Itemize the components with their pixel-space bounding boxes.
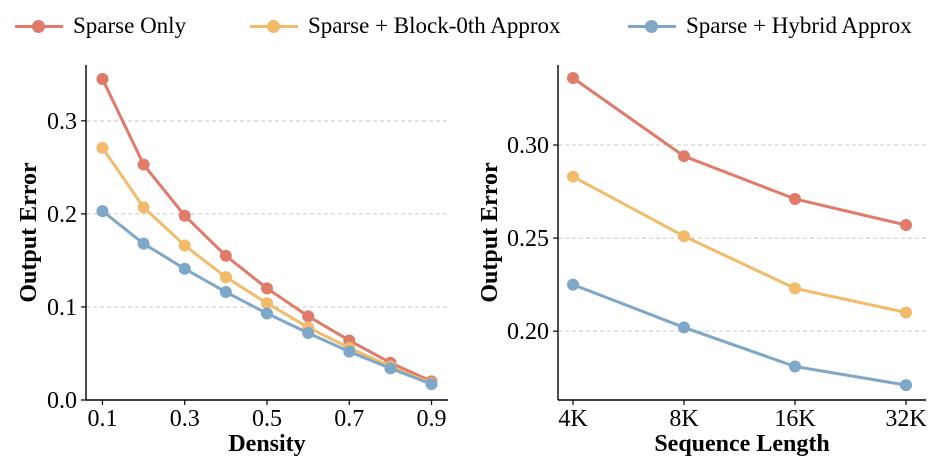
- data-point: [302, 310, 315, 323]
- data-point: [302, 327, 315, 339]
- y-tick-label: 0.2: [47, 202, 77, 228]
- x-tick-label: 8K: [669, 406, 699, 432]
- data-point: [900, 306, 912, 319]
- x-axis-label: Density: [228, 431, 305, 457]
- legend-label-sparse-only: Sparse Only: [73, 13, 187, 38]
- data-point: [219, 271, 232, 284]
- x-tick-label: 16K: [774, 406, 816, 432]
- x-tick-label: 0.7: [334, 406, 364, 432]
- data-point: [678, 321, 690, 334]
- legend-label-block-0th: Sparse + Block-0th Approx: [308, 13, 561, 38]
- y-tick-label: 0.3: [47, 109, 77, 135]
- legend-label-hybrid: Sparse + Hybrid Approx: [686, 13, 912, 38]
- y-tick-label: 0.20: [507, 319, 549, 345]
- data-point: [137, 201, 150, 214]
- data-point: [678, 150, 690, 163]
- y-tick-label: 0.0: [47, 388, 77, 414]
- data-point: [219, 249, 232, 262]
- data-point: [384, 362, 397, 375]
- data-point: [178, 239, 191, 252]
- x-tick-label: 0.9: [417, 406, 447, 432]
- data-point: [678, 230, 690, 243]
- x-tick-label: 32K: [885, 406, 927, 432]
- y-tick-label: 0.30: [507, 133, 549, 159]
- legend-item-sparse-only: Sparse Only: [15, 8, 186, 44]
- x-tick-label: 4K: [558, 406, 588, 432]
- data-point: [137, 158, 150, 171]
- x-tick-label: 0.3: [170, 406, 200, 432]
- legend-item-block-0th: Sparse + Block-0th Approx: [250, 8, 561, 44]
- series-line: [572, 283, 907, 387]
- series-line: [572, 76, 907, 227]
- data-point: [789, 282, 801, 295]
- data-point: [178, 262, 191, 275]
- x-tick-label: 0.1: [87, 406, 117, 432]
- data-point: [96, 72, 109, 85]
- y-axis-label: Output Error: [477, 162, 503, 303]
- y-tick-label: 0.25: [507, 226, 549, 252]
- data-point: [567, 170, 579, 183]
- y-axis-label: Output Error: [16, 162, 42, 303]
- legend-swatch-hybrid: [628, 19, 676, 33]
- series-line: [572, 175, 907, 314]
- data-point: [219, 286, 232, 299]
- data-point: [96, 205, 109, 218]
- data-point: [261, 282, 273, 295]
- data-point: [900, 219, 912, 232]
- data-point: [261, 307, 273, 320]
- data-point: [425, 378, 438, 391]
- data-point: [261, 297, 273, 310]
- data-point: [96, 141, 109, 154]
- x-axis-label: Sequence Length: [654, 431, 829, 457]
- legend: Sparse Only Sparse + Block-0th Approx Sp…: [0, 8, 947, 44]
- data-point: [567, 278, 579, 291]
- data-point: [178, 209, 191, 222]
- data-point: [789, 193, 801, 205]
- data-point: [789, 360, 801, 373]
- legend-swatch-block-0th: [250, 19, 298, 33]
- data-point: [567, 72, 579, 85]
- x-tick-label: 0.5: [252, 406, 282, 432]
- legend-item-hybrid: Sparse + Hybrid Approx: [628, 8, 912, 44]
- data-point: [137, 237, 150, 250]
- legend-swatch-sparse-only: [15, 19, 63, 33]
- data-point: [900, 379, 912, 392]
- y-tick-label: 0.1: [47, 295, 77, 321]
- data-point: [343, 345, 356, 358]
